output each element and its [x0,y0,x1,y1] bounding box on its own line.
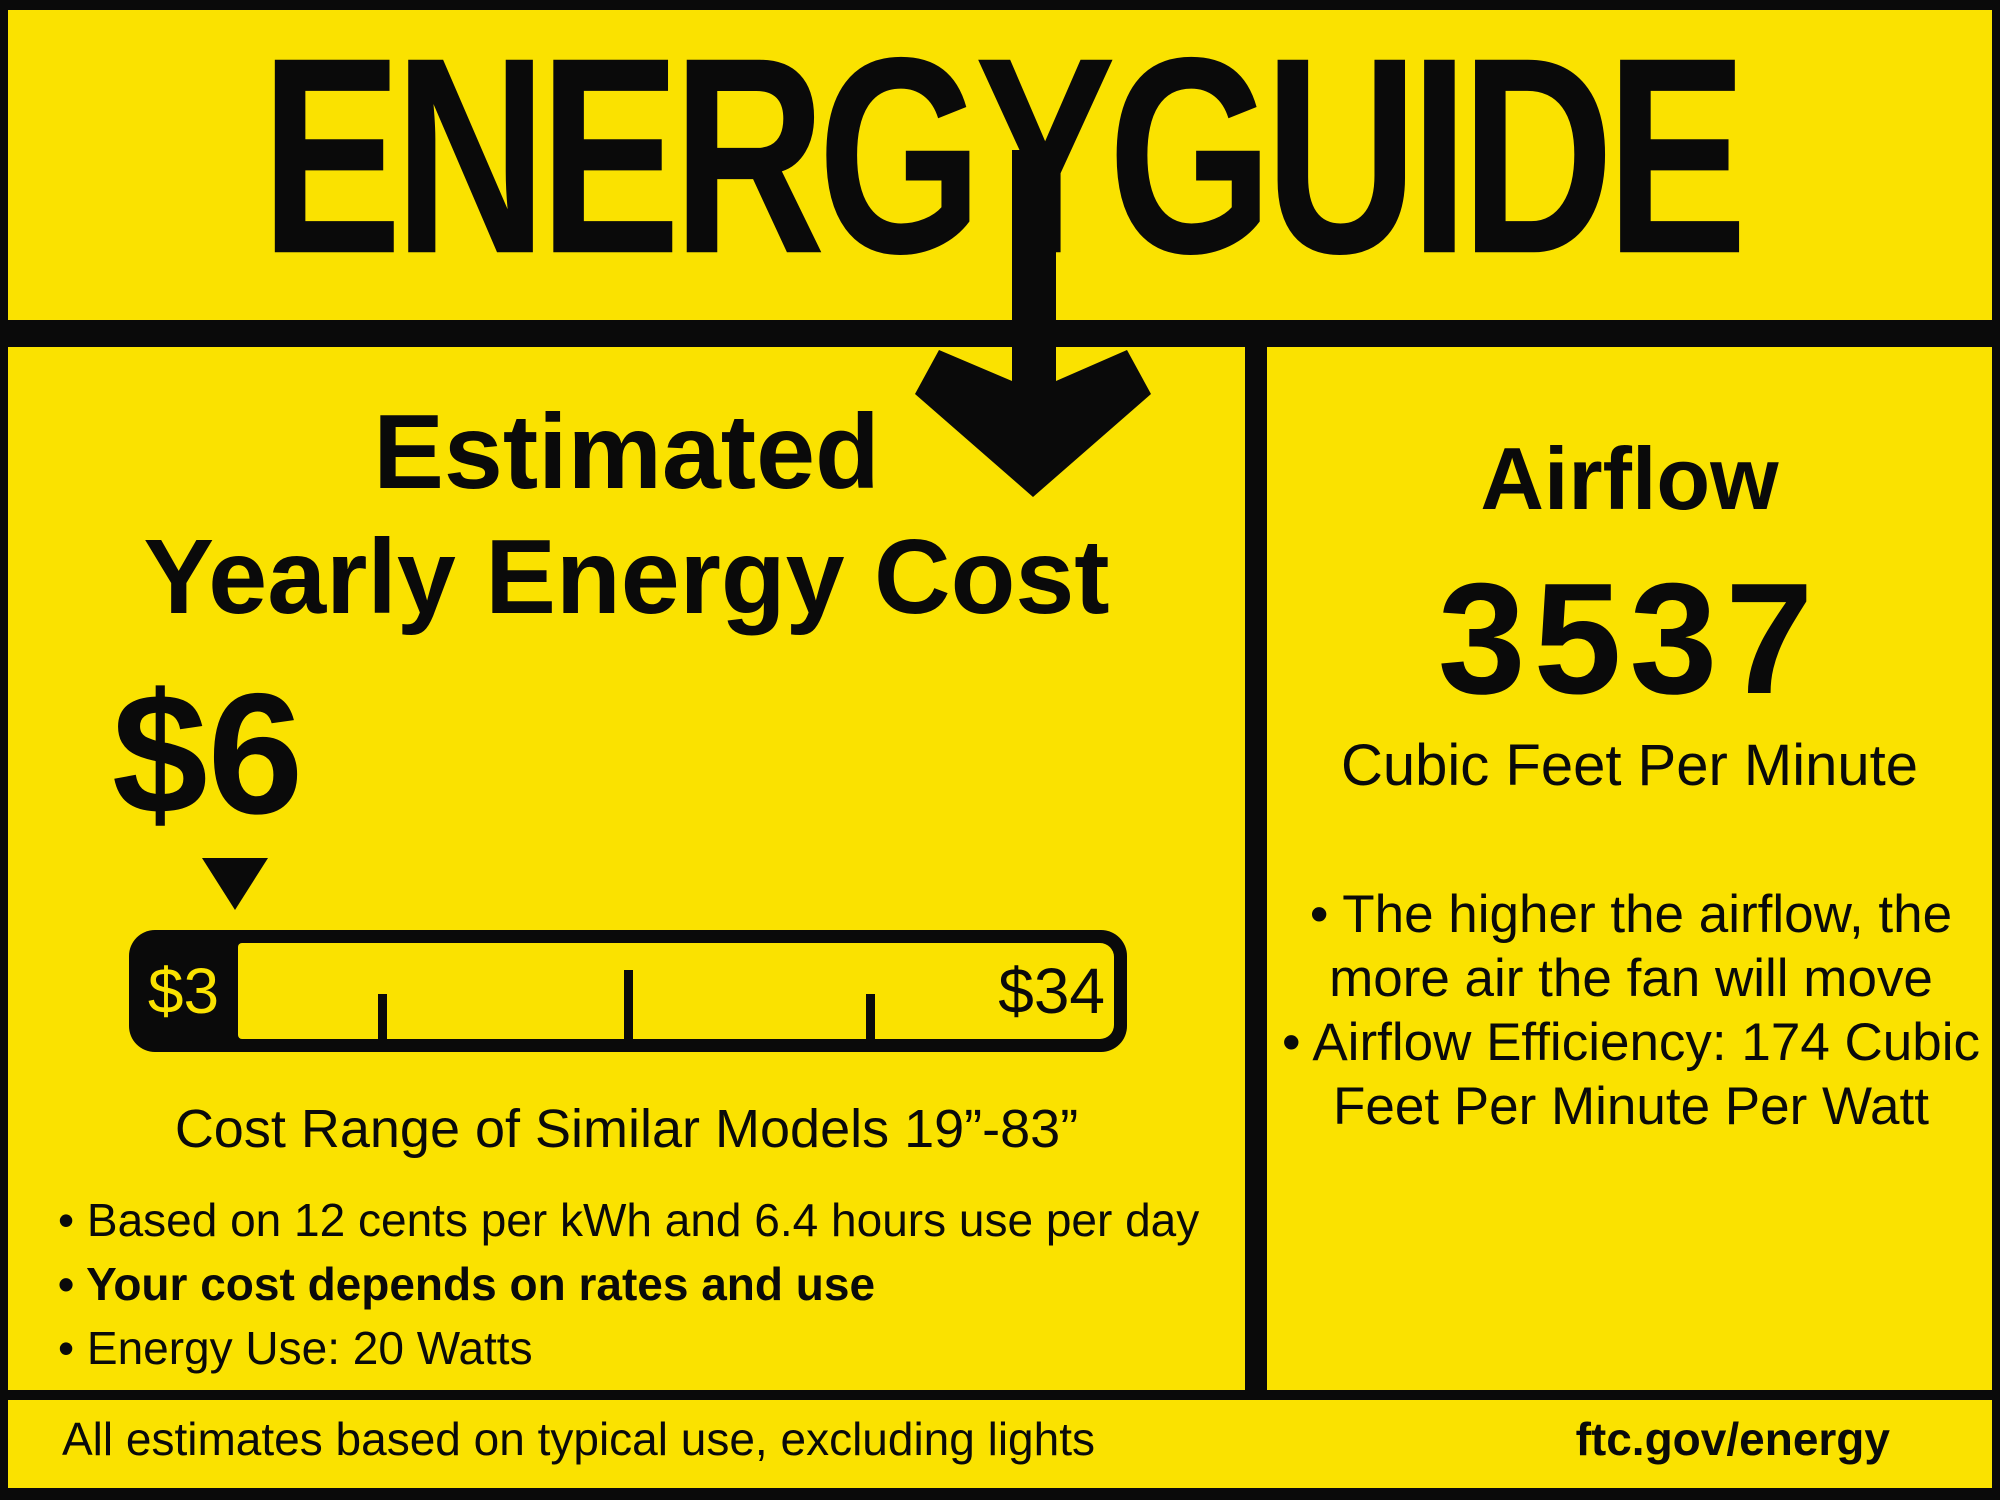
bullet-wrap-line: Feet Per Minute Per Watt [1333,1077,1929,1136]
scale-tick [866,994,875,1040]
bullet-item: • Airflow Efficiency: 174 Cubic [1275,1011,1987,1075]
scale-track [238,943,1114,1039]
yearly-cost-value: $6 [112,658,304,850]
bullet-item: • Based on 12 cents per kWh and 6.4 hour… [58,1188,1238,1252]
energyguide-title: ENERGYGUIDE [260,0,1748,312]
bullet-wrap-line: more air the fan will move [1329,949,1933,1008]
bullet-glyph: • [58,1258,75,1310]
airflow-units: Cubic Feet Per Minute [1340,733,1919,798]
bullet-text: Energy Use: 20 Watts [86,1322,533,1374]
heading-line-2: Yearly Energy Cost [143,518,1110,636]
heading-line-1: Estimated [373,393,880,511]
bullet-text: Your cost depends on rates and use [86,1258,876,1310]
bullet-item: • The higher the airflow, the [1275,883,1987,947]
scale-tick [378,994,387,1040]
bullet-glyph: • [58,1194,75,1246]
bullet-text: Airflow Efficiency: 174 Cubic [1312,1013,1981,1072]
bullet-item: • Energy Use: 20 Watts [58,1316,1238,1380]
border-right [1992,0,2000,1500]
border-top [0,0,2000,10]
estimated-yearly-cost-heading: Estimated Yearly Energy Cost [8,390,1245,640]
panel-divider [1245,347,1267,1392]
footer-url: ftc.gov/energy [1575,1413,1890,1465]
border-left [0,0,8,1500]
right-bullet-list: • The higher the airflow, the more air t… [1275,883,1987,1139]
left-bullet-list: • Based on 12 cents per kWh and 6.4 hour… [58,1188,1238,1380]
scale-max-label: $34 [998,955,1105,1027]
title-underline-bar [0,320,2000,347]
bullet-glyph: • [1281,1013,1301,1072]
scale-tick-major [624,970,633,1048]
bullet-text: The higher the airflow, the [1342,885,1953,944]
airflow-heading: Airflow [1480,429,1779,528]
bullet-glyph: • [1309,885,1329,944]
bullet-glyph: • [58,1322,75,1374]
airflow-value: 3537 [1437,551,1822,727]
footer-divider [0,1390,2000,1400]
scale-caption: Cost Range of Similar Models 19”-83” [174,1099,1079,1159]
bullet-text: Based on 12 cents per kWh and 6.4 hours … [86,1194,1200,1246]
cost-marker-triangle-icon [202,858,268,910]
cost-range-scale: $3 $34 [129,930,1127,1052]
border-bottom [0,1488,2000,1500]
footer-disclaimer: All estimates based on typical use, excl… [62,1413,1096,1465]
scale-min-label: $3 [147,955,220,1027]
bullet-item: • Your cost depends on rates and use [58,1252,1238,1316]
